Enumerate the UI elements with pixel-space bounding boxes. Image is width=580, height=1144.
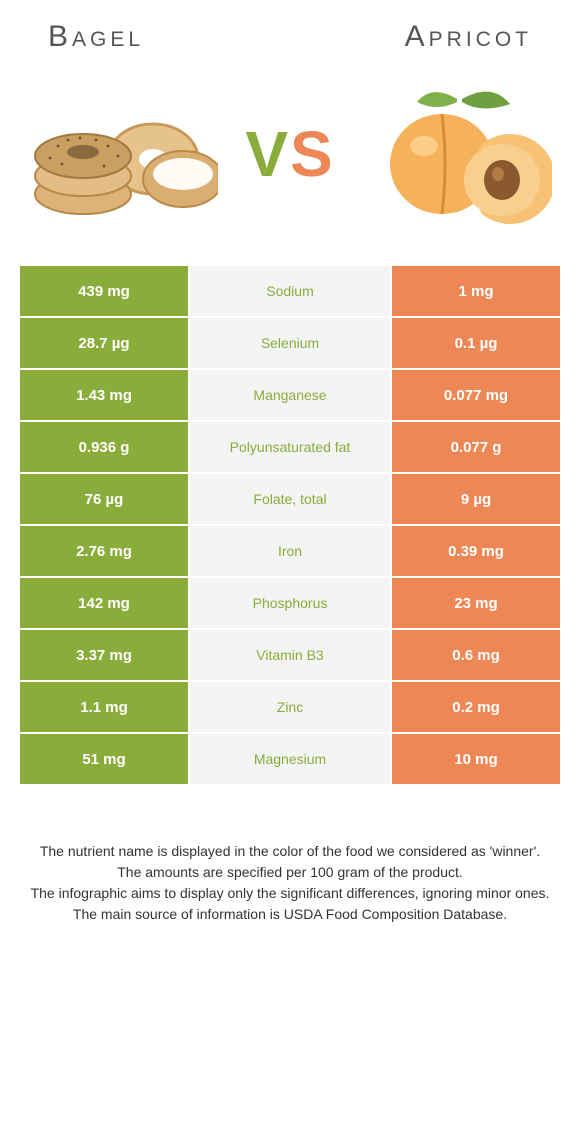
vs-s-letter: S (290, 118, 335, 190)
nutrient-name: Polyunsaturated fat (189, 421, 391, 473)
nutrient-name: Phosphorus (189, 577, 391, 629)
left-value: 1.43 mg (19, 369, 189, 421)
nutrient-name: Zinc (189, 681, 391, 733)
right-value: 0.39 mg (391, 525, 561, 577)
right-value: 10 mg (391, 733, 561, 785)
right-value: 23 mg (391, 577, 561, 629)
vs-badge: VS (245, 117, 334, 191)
table-row: 1.1 mgZinc0.2 mg (19, 681, 561, 733)
left-value: 28.7 µg (19, 317, 189, 369)
left-food-title: Bagel (48, 20, 144, 54)
nutrient-name: Sodium (189, 265, 391, 317)
table-row: 142 mgPhosphorus23 mg (19, 577, 561, 629)
left-value: 51 mg (19, 733, 189, 785)
nutrient-name: Manganese (189, 369, 391, 421)
note-line: The infographic aims to display only the… (28, 883, 552, 904)
table-row: 28.7 µgSelenium0.1 µg (19, 317, 561, 369)
left-value: 142 mg (19, 577, 189, 629)
table-row: 1.43 mgManganese0.077 mg (19, 369, 561, 421)
table-row: 3.37 mgVitamin B30.6 mg (19, 629, 561, 681)
vs-v-letter: V (245, 118, 290, 190)
bagel-image (28, 84, 218, 224)
note-line: The main source of information is USDA F… (28, 904, 552, 925)
left-value: 3.37 mg (19, 629, 189, 681)
title-row: Bagel Apricot (18, 20, 562, 54)
nutrient-name: Iron (189, 525, 391, 577)
left-value: 76 µg (19, 473, 189, 525)
right-value: 0.2 mg (391, 681, 561, 733)
footer-notes: The nutrient name is displayed in the co… (18, 841, 562, 925)
nutrient-name: Magnesium (189, 733, 391, 785)
nutrient-name: Vitamin B3 (189, 629, 391, 681)
note-line: The nutrient name is displayed in the co… (28, 841, 552, 862)
right-value: 0.077 mg (391, 369, 561, 421)
table-row: 439 mgSodium1 mg (19, 265, 561, 317)
left-value: 439 mg (19, 265, 189, 317)
table-row: 51 mgMagnesium10 mg (19, 733, 561, 785)
comparison-table: 439 mgSodium1 mg28.7 µgSelenium0.1 µg1.4… (18, 264, 562, 786)
left-value: 0.936 g (19, 421, 189, 473)
table-row: 0.936 gPolyunsaturated fat0.077 g (19, 421, 561, 473)
table-row: 76 µgFolate, total9 µg (19, 473, 561, 525)
table-row: 2.76 mgIron0.39 mg (19, 525, 561, 577)
apricot-image (362, 84, 552, 224)
vs-row: VS (18, 84, 562, 224)
right-value: 1 mg (391, 265, 561, 317)
note-line: The amounts are specified per 100 gram o… (28, 862, 552, 883)
nutrient-name: Selenium (189, 317, 391, 369)
left-value: 2.76 mg (19, 525, 189, 577)
right-value: 0.077 g (391, 421, 561, 473)
right-value: 0.1 µg (391, 317, 561, 369)
right-value: 9 µg (391, 473, 561, 525)
nutrient-name: Folate, total (189, 473, 391, 525)
infographic: Bagel Apricot (0, 0, 580, 925)
right-value: 0.6 mg (391, 629, 561, 681)
right-food-title: Apricot (405, 20, 532, 54)
left-value: 1.1 mg (19, 681, 189, 733)
